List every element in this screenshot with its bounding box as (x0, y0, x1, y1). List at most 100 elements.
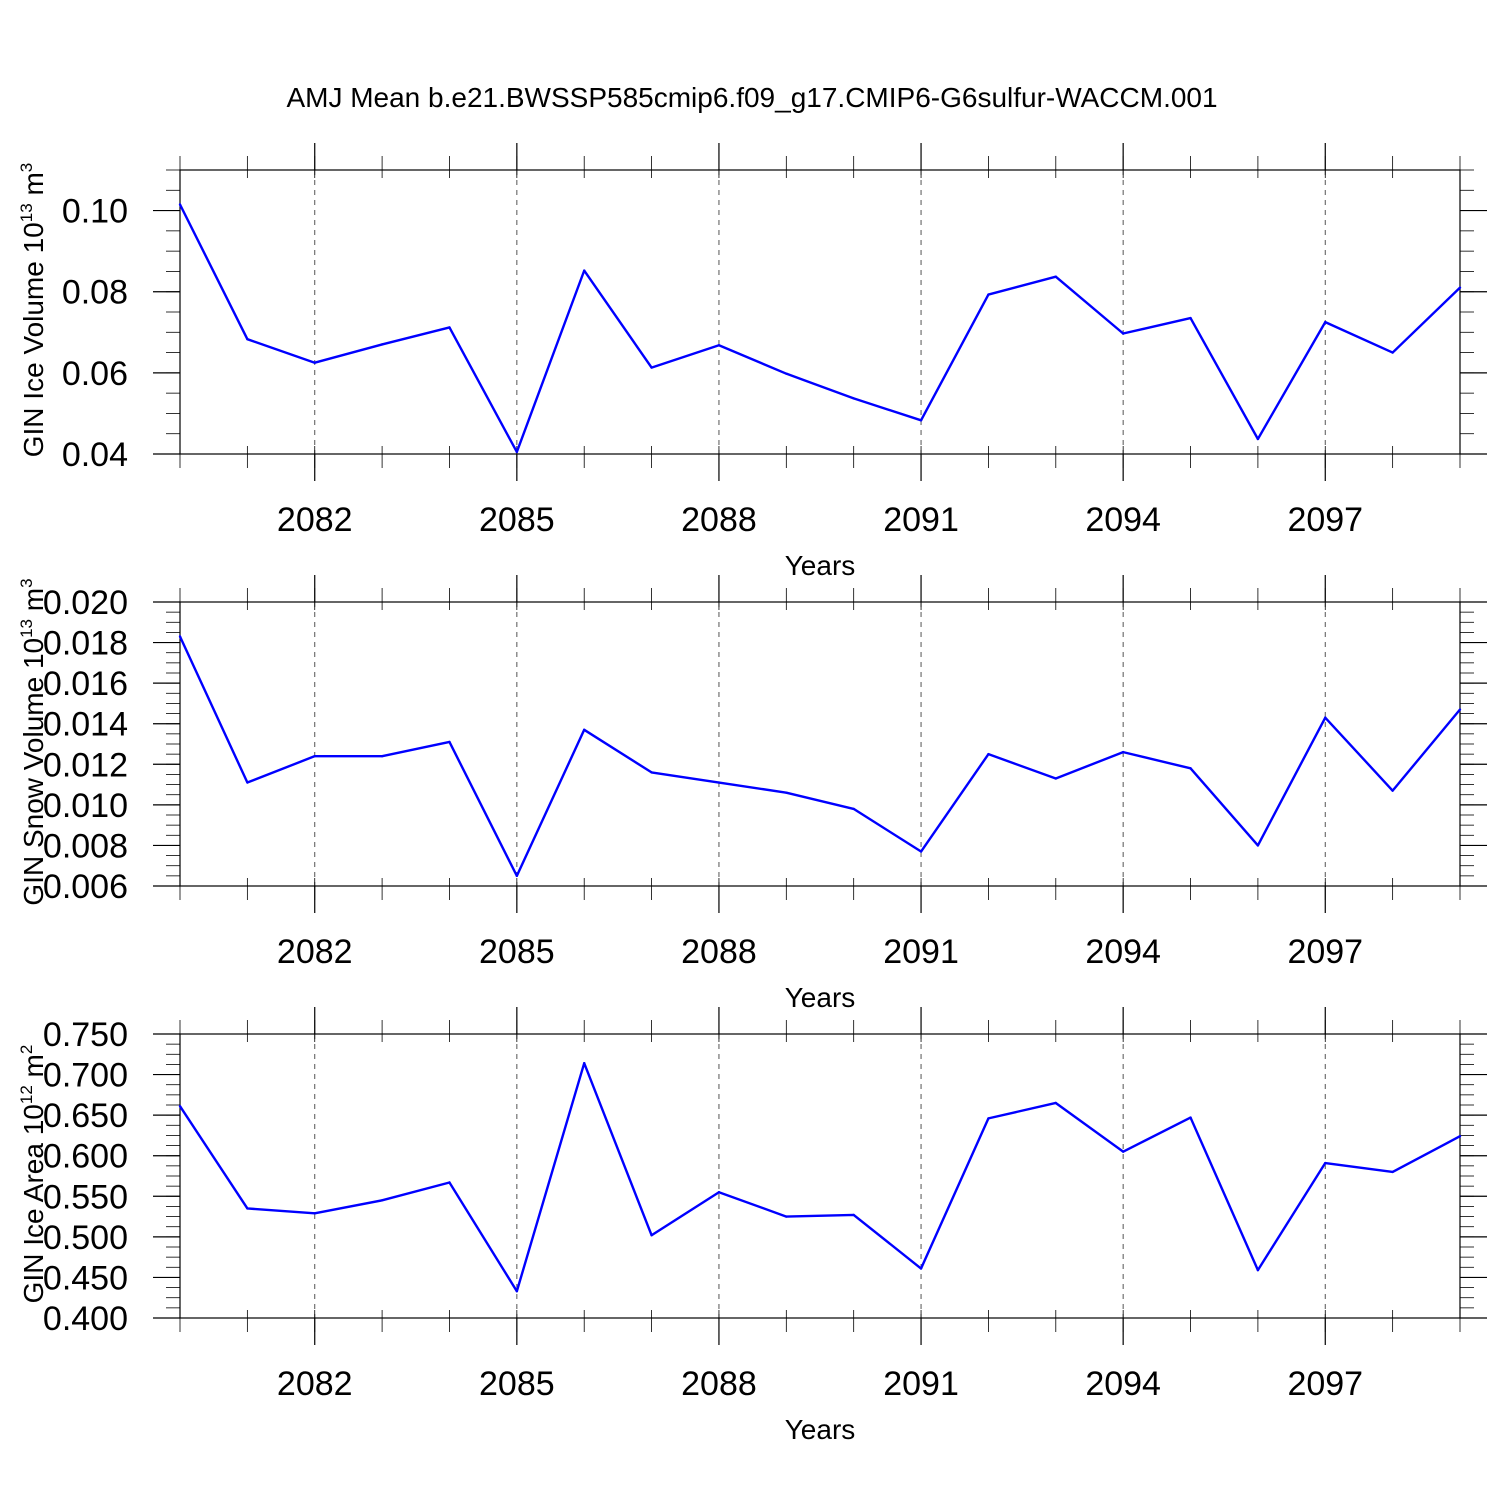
data-point (380, 754, 384, 758)
y-tick-label: 0.450 (43, 1259, 128, 1297)
data-point (785, 791, 788, 794)
y-tick-label: 0.700 (43, 1057, 128, 1095)
plot-frame (179, 1033, 1461, 1319)
y-tick-label: 0.08 (62, 274, 128, 312)
data-point (246, 781, 249, 784)
y-tick-label: 0.04 (62, 436, 128, 474)
series-line (178, 635, 1461, 878)
y-tick-label: 0.010 (43, 787, 128, 825)
x-tick-label: 2085 (479, 933, 555, 971)
y-tick-label: 0.012 (43, 746, 128, 784)
y-tick-label: 0.10 (62, 193, 128, 231)
series-line (178, 203, 1461, 454)
data-point (852, 807, 855, 811)
x-axis-title: Years (785, 550, 856, 581)
figure-title: AMJ Mean b.e21.BWSSP585cmip6.f09_g17.CMI… (286, 82, 1217, 113)
x-tick-label: 2097 (1287, 933, 1363, 971)
y-axis-title-unit-exp: 2 (17, 1045, 36, 1054)
data-point (178, 203, 182, 206)
series-line (178, 1062, 1461, 1293)
x-tick-label: 2091 (883, 1365, 959, 1403)
y-tick-label: 0.500 (43, 1219, 128, 1257)
panel-1: 2082 2085 2088 2091 2094 2097 0.04 0.06 0.08 0.10… (17, 143, 1487, 581)
data-point (919, 1267, 923, 1270)
x-axis-title: Years (785, 1414, 856, 1445)
y-axis-title: GIN Snow Volume 1013 m3 (17, 578, 49, 905)
data-point (178, 635, 182, 638)
chart-panels: 2082 2085 2088 2091 2094 2097 0.04 0.06 0.08 0.10… (17, 143, 1487, 1445)
data-point (1458, 1135, 1462, 1138)
x-tick-label: 2085 (479, 1365, 555, 1403)
y-axis-title: GIN Ice Area 1012 m2 (17, 1045, 49, 1304)
data-point (246, 337, 249, 341)
data-point (717, 781, 721, 784)
data-point (1256, 844, 1260, 847)
x-tick-label: 2088 (681, 1365, 757, 1403)
y-tick-label: 0.650 (43, 1097, 128, 1135)
x-axis-title: Years (785, 982, 856, 1013)
data-point (1458, 286, 1462, 289)
data-point (313, 1212, 316, 1215)
x-tick-label: 2091 (883, 501, 959, 539)
data-point (583, 269, 586, 272)
y-tick-label: 0.006 (43, 868, 128, 906)
data-point (1121, 750, 1125, 754)
x-tick-label: 2091 (883, 933, 959, 971)
data-point (987, 1117, 990, 1120)
data-point (1054, 1101, 1057, 1105)
data-point (1256, 1268, 1260, 1272)
panel-3: 2082 2085 2088 2091 2094 20970.4000.4500.5000… (17, 1007, 1487, 1445)
y-tick-label: 0.550 (43, 1178, 128, 1216)
data-point (448, 326, 451, 329)
x-tick-label: 2097 (1287, 1365, 1363, 1403)
x-tick-label: 2088 (681, 501, 757, 539)
data-point (1391, 789, 1394, 792)
y-axis-title-exp: 13 (17, 619, 36, 638)
data-point (1391, 1170, 1394, 1174)
y-axis-title-unit: m (18, 1054, 49, 1085)
data-point (246, 1207, 249, 1210)
data-point (1458, 708, 1462, 711)
data-point (1189, 1116, 1192, 1119)
plot-frame (179, 169, 1461, 455)
y-tick-label: 0.018 (43, 625, 128, 663)
data-point (448, 1181, 451, 1184)
y-tick-label: 0.750 (43, 1016, 128, 1054)
data-point (515, 874, 519, 878)
data-point (785, 372, 788, 375)
data-point (448, 740, 451, 744)
x-tick-label: 2094 (1085, 933, 1161, 971)
x-tick-label: 2082 (277, 1365, 353, 1403)
data-point (650, 366, 653, 369)
x-tick-label: 2082 (277, 501, 353, 539)
y-axis-title-exp: 13 (17, 203, 36, 222)
data-point (650, 1234, 653, 1237)
data-point (987, 293, 990, 296)
y-tick-label: 0.600 (43, 1138, 128, 1176)
y-axis-title-unit: m (18, 588, 49, 619)
y-axis-title-unit: m (18, 172, 49, 203)
y-tick-label: 0.020 (43, 584, 128, 622)
x-tick-label: 2088 (681, 933, 757, 971)
y-axis-title: GIN Ice Volume 1013 m3 (17, 163, 49, 458)
data-point (1391, 351, 1394, 354)
y-tick-label: 0.06 (62, 355, 128, 393)
data-point (1189, 767, 1192, 770)
data-point (785, 1215, 788, 1218)
data-point (919, 850, 923, 853)
data-point (313, 754, 316, 758)
y-axis-title-main: GIN Ice Area 10 (18, 1104, 49, 1303)
data-point (650, 771, 653, 774)
data-point (380, 1199, 384, 1202)
y-tick-label: 0.014 (43, 706, 128, 744)
data-point (717, 344, 721, 347)
data-point (178, 1105, 182, 1108)
data-point (515, 1290, 519, 1293)
data-point (1054, 777, 1057, 780)
plot-frame (179, 601, 1461, 887)
data-point (987, 752, 990, 756)
data-point (313, 361, 316, 364)
y-axis-title-main: GIN Snow Volume 10 (18, 638, 49, 906)
data-point (1121, 1150, 1125, 1153)
